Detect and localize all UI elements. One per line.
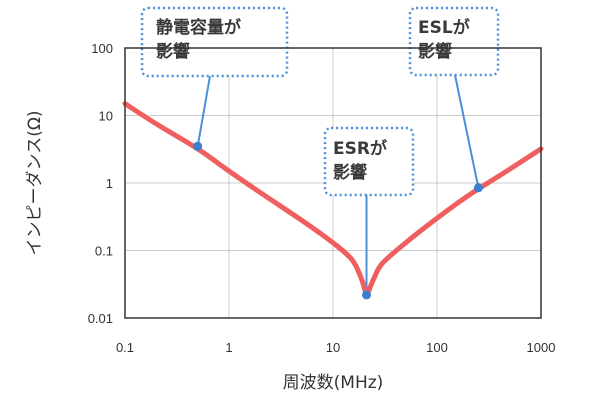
y-axis-label: インピーダンス(Ω) — [25, 111, 45, 256]
plot-frame — [124, 47, 542, 319]
callout-box — [323, 126, 415, 197]
callout-marker-dot — [362, 290, 372, 300]
callout-leader-line — [454, 74, 480, 188]
x-tick-label: 0.1 — [116, 340, 134, 355]
y-tick-labels: 0.01 0.1 1 10 100 — [88, 41, 113, 326]
y-tick-label: 0.01 — [88, 311, 113, 326]
x-axis-label: 周波数(MHz) — [283, 373, 384, 393]
annotation-markers — [193, 141, 483, 300]
impedance-curve — [122, 101, 544, 298]
x-tick-label: 1000 — [527, 340, 556, 355]
callout-text: ESLが — [418, 17, 470, 38]
callout-text: 影響 — [156, 41, 190, 62]
x-tick-label: 10 — [326, 340, 340, 355]
x-tick-labels: 0.1 1 10 100 1000 — [116, 340, 556, 355]
y-tick-label: 1 — [106, 176, 113, 191]
callout-text: 影響 — [418, 41, 452, 62]
y-tick-label: 10 — [99, 109, 113, 124]
x-tick-label: 1 — [225, 340, 232, 355]
y-tick-label: 0.1 — [95, 244, 113, 259]
callout-leader-line — [196, 75, 211, 147]
callout-marker-dot — [473, 183, 483, 193]
x-tick-label: 100 — [426, 340, 448, 355]
callout-text: 影響 — [333, 162, 367, 183]
callout-box — [140, 6, 289, 78]
y-tick-label: 100 — [91, 41, 113, 56]
callout-marker-dot — [193, 141, 203, 151]
callout-box — [408, 6, 500, 77]
callout-text: 静電容量が — [156, 17, 241, 38]
callout-text: ESRが — [333, 138, 387, 159]
